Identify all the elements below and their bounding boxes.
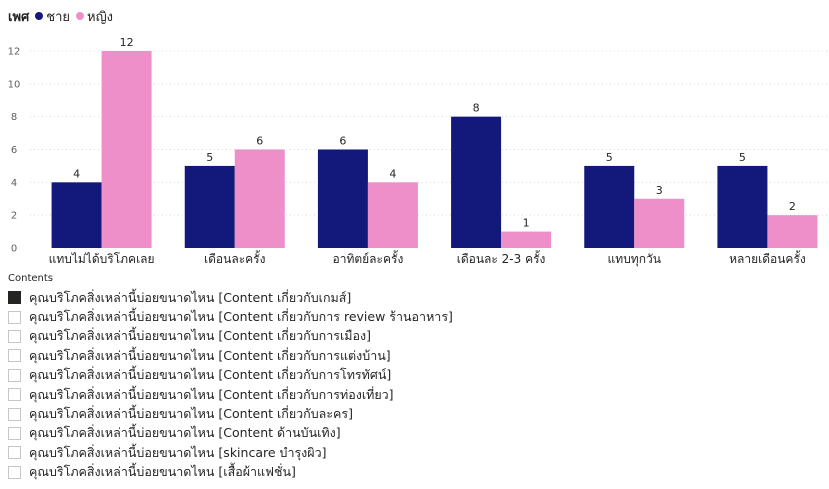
slicer-item[interactable]: คุณบริโภคสิ่งเหล่านี้บ่อยขนาดไหน [Conten… (8, 307, 453, 326)
y-tick-label: 0 (11, 244, 17, 255)
slicer-title: Contents (8, 273, 53, 284)
slicer-item-label: คุณบริโภคสิ่งเหล่านี้บ่อยขนาดไหน [Conten… (29, 309, 453, 325)
data-label: 5 (606, 151, 613, 164)
checkbox-icon[interactable] (8, 388, 21, 402)
bar (51, 182, 102, 248)
checkbox-icon[interactable] (8, 426, 21, 440)
legend-label-male: ชาย (46, 9, 71, 25)
x-tick-label: แทบไม่ได้บริโภคเลย (49, 252, 155, 266)
checkbox-icon[interactable] (8, 329, 21, 343)
slicer-item[interactable]: คุณบริโภคสิ่งเหล่านี้บ่อยขนาดไหน [skinca… (8, 443, 453, 462)
slicer-item-label: คุณบริโภคสิ่งเหล่านี้บ่อยขนาดไหน [Conten… (29, 289, 352, 305)
bar (501, 231, 552, 248)
data-label: 12 (120, 36, 134, 49)
legend-label-female: หญิง (87, 9, 114, 25)
bar (367, 182, 418, 248)
bar (767, 215, 818, 248)
slicer-item-label: คุณบริโภคสิ่งเหล่านี้บ่อยขนาดไหน [Conten… (29, 406, 354, 422)
bar (451, 116, 502, 249)
data-label: 5 (206, 151, 213, 164)
slicer-item-label: คุณบริโภคสิ่งเหล่านี้บ่อยขนาดไหน [Conten… (29, 367, 392, 383)
x-tick-label: อาทิตย์ละครั้ง (333, 250, 404, 266)
slicer-item[interactable]: คุณบริโภคสิ่งเหล่านี้บ่อยขนาดไหน [Conten… (8, 288, 453, 307)
legend-dot-male-icon (35, 12, 44, 20)
checkbox-icon[interactable] (8, 407, 21, 421)
checkbox-icon[interactable] (8, 291, 21, 305)
slicer-item-label: คุณบริโภคสิ่งเหล่านี้บ่อยขนาดไหน [Conten… (29, 425, 341, 441)
data-label: 4 (73, 167, 80, 180)
slicer-item[interactable]: คุณบริโภคสิ่งเหล่านี้บ่อยขนาดไหน [Conten… (8, 346, 453, 365)
slicer-item[interactable]: คุณบริโภคสิ่งเหล่านี้บ่อยขนาดไหน [Conten… (8, 366, 453, 385)
legend-item-female[interactable]: หญิง (76, 6, 113, 27)
x-tick-label: เดือนละ 2-3 ครั้ง (457, 250, 546, 266)
y-tick-label: 6 (11, 145, 17, 156)
bar (101, 51, 152, 248)
y-tick-label: 4 (11, 178, 17, 189)
bar (717, 165, 768, 248)
checkbox-icon[interactable] (8, 349, 21, 363)
data-label: 4 (389, 167, 396, 180)
bar (634, 198, 685, 248)
x-tick-label: หลายเดือนครั้ง (729, 250, 806, 266)
slicer-item[interactable]: คุณบริโภคสิ่งเหล่านี้บ่อยขนาดไหน [Conten… (8, 385, 453, 404)
x-tick-label: เดือนละครั้ง (204, 250, 265, 266)
data-label: 2 (789, 200, 796, 213)
slicer-item[interactable]: คุณบริโภคสิ่งเหล่านี้บ่อยขนาดไหน [เสื้อผ… (8, 463, 453, 482)
legend-dot-female-icon (76, 12, 85, 20)
y-tick-label: 12 (8, 47, 21, 58)
slicer-item-label: คุณบริโภคสิ่งเหล่านี้บ่อยขนาดไหน [เสื้อผ… (29, 464, 296, 480)
slicer-item-label: คุณบริโภคสิ่งเหล่านี้บ่อยขนาดไหน [Conten… (29, 328, 371, 344)
checkbox-icon[interactable] (8, 446, 21, 460)
bar (584, 165, 635, 248)
legend-title: เพศ (8, 9, 30, 25)
checkbox-icon[interactable] (8, 465, 21, 479)
y-tick-label: 2 (11, 211, 17, 222)
data-label: 8 (473, 102, 480, 115)
data-label: 5 (739, 151, 746, 164)
contents-slicer: Contents คุณบริโภคสิ่งเหล่านี้บ่อยขนาดไห… (0, 272, 829, 489)
data-label: 1 (523, 217, 530, 230)
x-tick-label: แทบทุกวัน (608, 252, 661, 267)
data-label: 6 (339, 135, 346, 148)
y-tick-label: 10 (8, 79, 21, 90)
legend-item-male[interactable]: ชาย (35, 6, 70, 27)
slicer-item[interactable]: คุณบริโภคสิ่งเหล่านี้บ่อยขนาดไหน [Conten… (8, 327, 453, 346)
slicer-item-label: คุณบริโภคสิ่งเหล่านี้บ่อยขนาดไหน [Conten… (29, 386, 394, 402)
bar-chart-svg: 024681012412แทบไม่ได้บริโภคเลย56เดือนละค… (8, 36, 829, 267)
chart-legend: เพศ ชาย หญิง (8, 6, 119, 26)
data-label: 3 (656, 184, 663, 197)
bar (184, 165, 235, 248)
checkbox-icon[interactable] (8, 368, 21, 382)
bar (234, 149, 285, 248)
slicer-item-label: คุณบริโภคสิ่งเหล่านี้บ่อยขนาดไหน [Conten… (29, 347, 391, 363)
slicer-item[interactable]: คุณบริโภคสิ่งเหล่านี้บ่อยขนาดไหน [Conten… (8, 404, 453, 423)
slicer-item-label: คุณบริโภคสิ่งเหล่านี้บ่อยขนาดไหน [skinca… (29, 444, 327, 460)
bar-chart-visual: 0 2 4 6 8 10 12 4 12 แทบไม่ได้บริโภคเลย 5 6 เดือนละค… (8, 6, 829, 267)
bar (317, 149, 368, 248)
slicer-item[interactable]: คุณบริโภคสิ่งเหล่านี้บ่อยขนาดไหน [Conten… (8, 424, 453, 443)
y-tick-label: 8 (11, 112, 17, 123)
data-label: 6 (256, 135, 263, 148)
checkbox-icon[interactable] (8, 310, 21, 324)
slicer-list: คุณบริโภคสิ่งเหล่านี้บ่อยขนาดไหน [Conten… (8, 288, 453, 482)
